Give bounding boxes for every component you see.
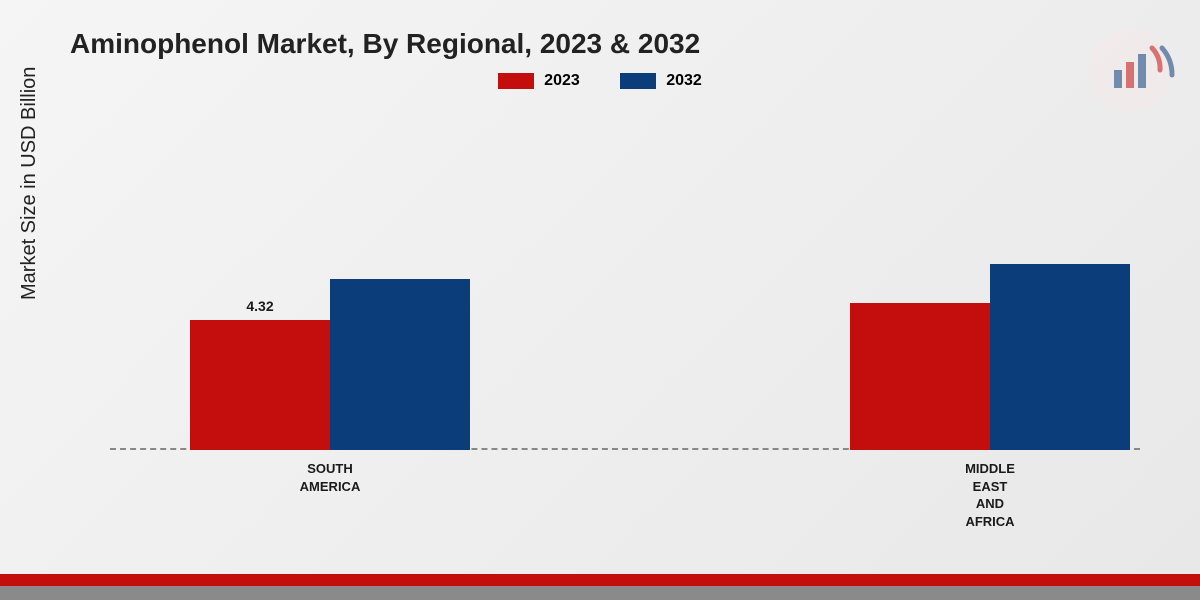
plot-area: 4.32SOUTH AMERICAMIDDLE EAST AND AFRICA — [110, 150, 1140, 450]
footer-accent-bar — [0, 574, 1200, 586]
chart-page: Aminophenol Market, By Regional, 2023 & … — [0, 0, 1200, 600]
legend-swatch-2032 — [620, 73, 656, 89]
legend-label-2032: 2032 — [666, 72, 702, 90]
legend-item-2023: 2023 — [498, 72, 580, 90]
legend-swatch-2023 — [498, 73, 534, 89]
legend-item-2032: 2032 — [620, 72, 702, 90]
bar — [850, 303, 990, 450]
legend-label-2023: 2023 — [544, 72, 580, 90]
bar — [330, 279, 470, 450]
category-label: SOUTH AMERICA — [300, 460, 361, 495]
footer-grey-bar — [0, 586, 1200, 600]
chart-title: Aminophenol Market, By Regional, 2023 & … — [70, 28, 700, 60]
legend: 2023 2032 — [0, 72, 1200, 94]
category-label: MIDDLE EAST AND AFRICA — [965, 460, 1015, 530]
bar-value-label: 4.32 — [246, 298, 273, 314]
bar — [990, 264, 1130, 450]
brand-logo — [1080, 20, 1180, 120]
bar — [190, 320, 330, 450]
y-axis-label: Market Size in USD Billion — [18, 67, 41, 300]
